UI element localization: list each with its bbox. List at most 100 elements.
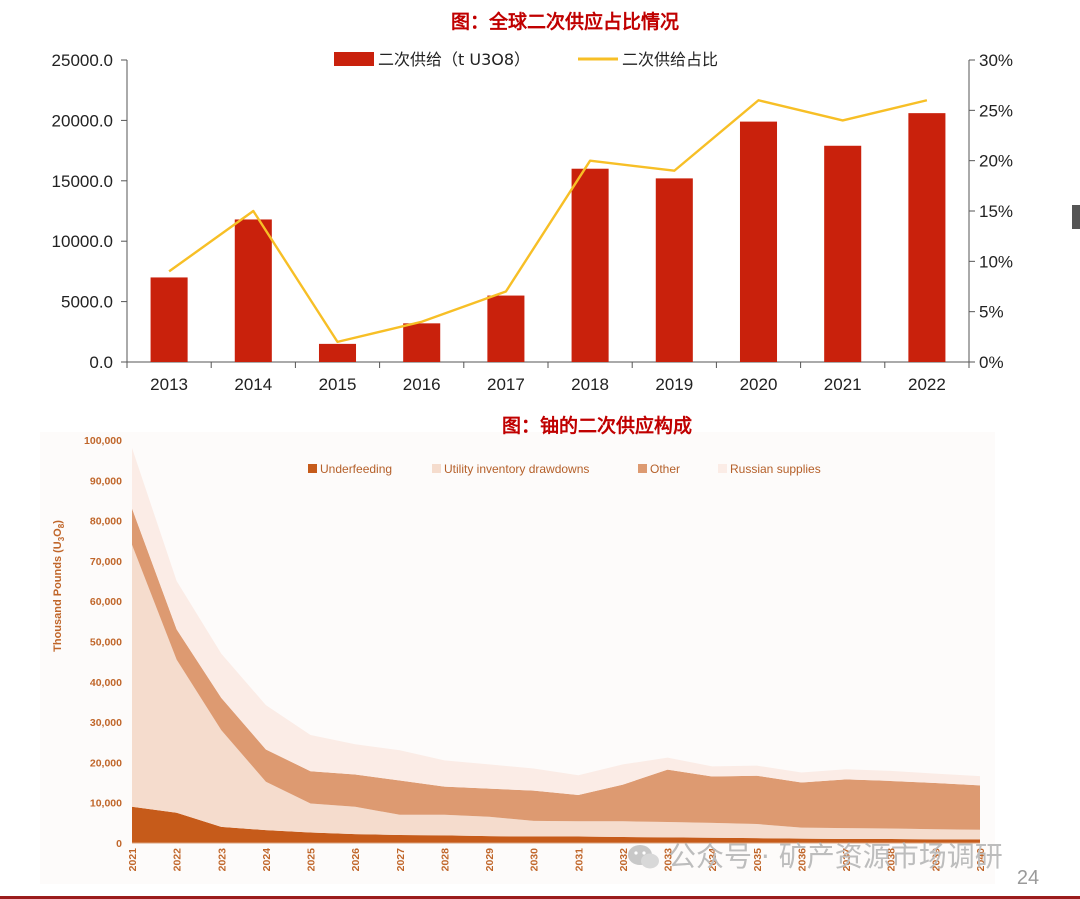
legend-swatch [718,464,727,473]
x-tick-label: 2036 [796,848,808,872]
area-other [132,508,980,830]
x-tick-label: 2025 [306,848,318,872]
legend-label: Underfeeding [320,462,392,476]
y2-tick-label: 20% [979,152,1013,171]
chart2-legend: Underfeeding Utility inventory drawdowns O… [308,462,821,476]
x-tick-label: 2029 [484,848,496,872]
bar-2022 [908,113,946,362]
chart1-legend: 二次供给（t U3O8） 二次供给占比 [334,50,718,69]
watermark-text: 公众号 · 矿产资源市场调研 [668,840,1003,873]
y-tick-label: 20000.0 [52,111,113,130]
x-tick-label: 2014 [234,375,272,394]
legend-swatch [432,464,441,473]
scroll-handle[interactable] [1072,205,1080,229]
x-tick-label: 2020 [740,375,778,394]
ylabel-O: O [52,528,64,537]
x-tick-label: 2016 [403,375,441,394]
y-tick-label: 100,000 [84,435,122,447]
y-tick-label: 40,000 [90,677,122,689]
bar-2018 [571,168,609,362]
legend-line-label: 二次供给占比 [622,50,718,69]
x-tick-label: 2019 [655,375,693,394]
bar-2017 [487,295,525,362]
x-tick-label: 2021 [824,375,862,394]
chart1-axes: 0.0 5000.0 10000.0 15000.0 20000.0 25000.0 0% 5… [52,51,1013,394]
bar-2015 [318,343,357,362]
bar-2016 [403,323,441,362]
x-tick-label: 2024 [261,848,273,872]
bar-2014 [234,219,272,362]
x-tick-label: 2015 [319,375,357,394]
y-tick-label: 10000.0 [52,232,113,251]
x-tick-label: 2022 [908,375,946,394]
chart1-line [168,99,928,344]
chart2-areas [132,448,980,843]
y-tick-label: 25000.0 [52,51,113,70]
y2-tick-label: 15% [979,202,1013,221]
y2-tick-label: 5% [979,303,1004,322]
page-number: 24 [1017,867,1039,889]
legend-swatch [308,464,317,473]
chart2-axes: 0 10,000 20,000 30,000 40,000 50,000 60,000 70,… [84,435,987,871]
chart1-bars [150,113,946,362]
bar-2021 [824,145,862,362]
y-tick-label: 80,000 [90,516,122,528]
x-tick-label: 2030 [529,848,541,872]
share-line [168,99,928,344]
y2-tick-label: 30% [979,51,1013,70]
x-tick-label: 2023 [216,848,228,872]
chart2-title: 图：铀的二次供应构成 [502,414,692,437]
x-tick-label: 2028 [439,848,451,872]
bar-2020 [739,121,778,362]
y-tick-label: 70,000 [90,556,122,568]
x-tick-label: 2038 [886,848,898,872]
legend-label: Other [650,462,680,476]
x-tick-label: 2034 [707,848,719,872]
y-tick-label: 30,000 [90,717,122,729]
x-tick-label: 2037 [841,848,853,872]
area-underfeeding [132,806,980,843]
ylabel-main: Thousand Pounds (U [52,541,64,652]
legend-bar-label: 二次供给（t U3O8） [378,50,530,69]
bar-2013 [150,277,188,362]
y-tick-label: 5000.0 [61,293,113,312]
y2-tick-label: 25% [979,101,1013,120]
x-tick-label: 2021 [127,848,139,872]
x-tick-label: 2026 [350,848,362,872]
legend-bar-swatch [334,52,374,66]
bar-2019 [655,178,693,362]
x-tick-label: 2018 [571,375,609,394]
y-tick-label: 10,000 [90,798,122,810]
y-tick-label: 90,000 [90,475,122,487]
x-tick-label: 2040 [975,848,987,872]
x-tick-label: 2017 [487,375,525,394]
y-tick-label: 20,000 [90,757,122,769]
legend-swatch [638,464,647,473]
y2-tick-label: 10% [979,252,1013,271]
area-utility-inventory-drawdowns [132,544,980,840]
wechat-icon [628,845,659,869]
ylabel-close: ) [52,520,64,524]
chart1-title: 图：全球二次供应占比情况 [451,10,679,33]
x-tick-label: 2035 [752,848,764,872]
x-tick-label: 2027 [395,848,407,872]
y-tick-label: 0.0 [89,353,113,372]
ylabel-sub3: 3 [57,536,66,541]
x-tick-label: 2039 [930,848,942,872]
footer-rule [0,896,1080,899]
x-tick-label: 2022 [172,848,184,872]
y-tick-label: 15000.0 [52,172,113,191]
legend-label: Utility inventory drawdowns [444,462,589,476]
x-tick-label: 2032 [618,848,630,872]
ylabel-sub8: 8 [57,523,66,528]
legend-label: Russian supplies [730,462,821,476]
x-tick-label: 2033 [663,848,675,872]
chart2-ylabel: Thousand Pounds (U3O8) [52,520,66,652]
x-tick-label: 2013 [150,375,188,394]
y-tick-label: 0 [116,838,122,850]
y-tick-label: 50,000 [90,637,122,649]
y-tick-label: 60,000 [90,596,122,608]
y2-tick-label: 0% [979,353,1004,372]
x-tick-label: 2031 [573,848,585,872]
